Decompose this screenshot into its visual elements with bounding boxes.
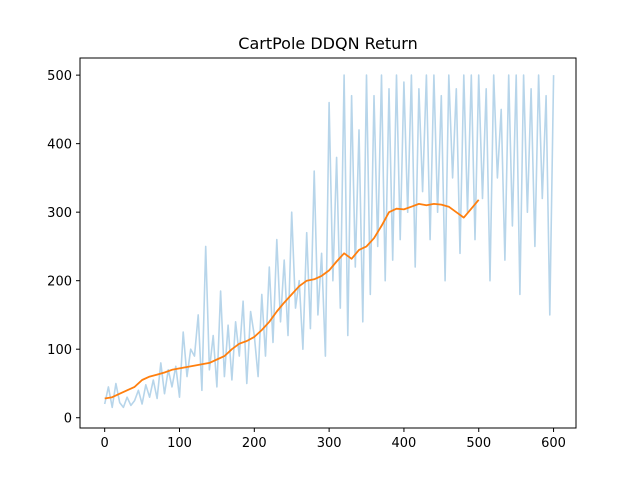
plot-frame <box>79 57 577 429</box>
axes-layer: 0 100 200 300 400 500 600 0 100 200 300 400 500 <box>47 69 566 451</box>
series-line-moving-average <box>104 199 480 400</box>
x-tick-label: 100 <box>167 436 192 451</box>
y-tick-label: 100 <box>47 343 72 358</box>
x-tick-label: 600 <box>541 436 566 451</box>
y-tick-label: 500 <box>47 69 72 84</box>
plot-layer <box>103 74 555 409</box>
y-tick-label: 300 <box>47 206 72 221</box>
x-tick-label: 500 <box>466 436 491 451</box>
x-tick-label: 400 <box>392 436 417 451</box>
y-tick-label: 0 <box>64 412 72 427</box>
x-tick-label: 300 <box>317 436 342 451</box>
series-line-raw-return <box>103 74 555 409</box>
chart-title: CartPole DDQN Return <box>238 34 417 53</box>
x-tick-label: 200 <box>242 436 267 451</box>
y-tick-label: 400 <box>47 138 72 153</box>
y-tick-label: 200 <box>47 275 72 290</box>
x-tick-label: 0 <box>101 436 109 451</box>
